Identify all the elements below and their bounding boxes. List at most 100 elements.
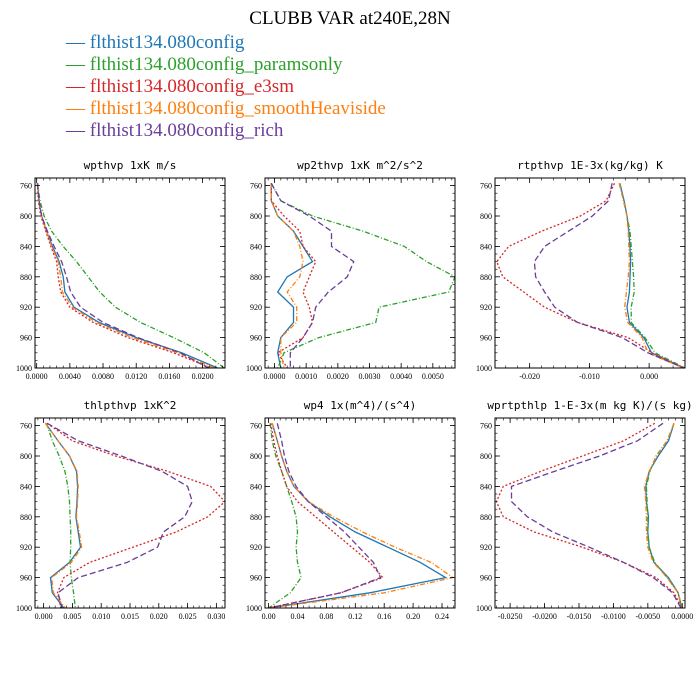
x-tick-label: 0.0040: [59, 372, 81, 381]
x-tick-label: -0.0150: [567, 612, 592, 621]
series-line: [270, 183, 317, 368]
series-line: [46, 422, 225, 608]
x-tick-label: 0.010: [92, 612, 110, 621]
x-tick-label: 0.0050: [422, 372, 444, 381]
y-tick-label: 800: [20, 212, 32, 221]
y-tick-label: 840: [20, 242, 32, 251]
y-tick-label: 1000: [16, 364, 32, 373]
plot-frame: [34, 177, 226, 369]
x-tick-label: 0.000: [640, 372, 658, 381]
y-tick-label: 920: [250, 303, 262, 312]
legend-marker: —: [66, 32, 85, 53]
x-tick-label: -0.0250: [498, 612, 523, 621]
series-line: [270, 182, 355, 368]
panel-title: thlpthvp 1xK^2: [84, 399, 177, 412]
legend-marker: —: [66, 76, 85, 97]
legend-marker: —: [66, 54, 85, 75]
x-tick-label: 0.12: [348, 612, 362, 621]
x-tick-label: 0.0040: [390, 372, 412, 381]
y-tick-label: 760: [250, 422, 262, 431]
series-line: [46, 422, 193, 608]
y-tick-label: 840: [250, 482, 262, 491]
y-tick-label: 760: [20, 182, 32, 191]
x-tick-label: -0.010: [579, 372, 600, 381]
chart-panel: wp4 1x(m^4)/(s^4) 0.00 0.04 0.08 0.12 0.16 0.2…: [246, 399, 456, 621]
legend-marker: —: [66, 120, 85, 141]
series-line: [36, 183, 218, 368]
series-line: [36, 183, 225, 368]
series-line: [268, 423, 448, 608]
x-tick-label: 0.24: [435, 612, 449, 621]
chart-panel: wpthvp 1xK m/s 0.0000 0.0040 0.0080 0.0120 0.…: [16, 159, 226, 381]
x-tick-label: 0.0020: [327, 372, 349, 381]
x-tick-label: 0.00: [262, 612, 276, 621]
panel-title: rtpthvp 1E-3x(kg/kg) K: [517, 159, 663, 172]
y-tick-label: 880: [480, 273, 492, 282]
chart-panel: wp2thvp 1xK m^2/s^2 0.0000 0.0010 0.0020 0.0…: [246, 159, 456, 381]
legend-label: flthist134.080config: [89, 32, 245, 53]
plot-frame: [264, 177, 456, 369]
y-tick-label: 920: [250, 543, 262, 552]
y-tick-label: 960: [480, 334, 492, 343]
chart-panel: rtpthvp 1E-3x(kg/kg) K -0.020 -0.010 0.000 7…: [476, 159, 686, 381]
x-tick-label: 0.0000: [26, 372, 48, 381]
x-tick-label: 0.030: [207, 612, 225, 621]
legend-entry: — flthist134.080config_rich: [66, 120, 386, 142]
series-line: [268, 423, 384, 608]
x-tick-label: 0.0000: [671, 612, 693, 621]
series-line: [510, 422, 682, 608]
y-tick-label: 760: [480, 182, 492, 191]
legend-entry: — flthist134.080config_paramsonly: [66, 54, 386, 76]
x-tick-label: 0.000: [35, 612, 53, 621]
x-tick-label: 0.020: [150, 612, 168, 621]
y-tick-label: 920: [20, 303, 32, 312]
series-line: [270, 182, 455, 368]
chart-panel: wprtpthlp 1-E-3x(m kg K)/(s kg) -0.0250 -0…: [476, 399, 693, 621]
series-line: [645, 423, 683, 608]
legend-entry: — flthist134.080config_smoothHeaviside: [66, 98, 386, 120]
y-tick-label: 760: [250, 182, 262, 191]
y-tick-label: 800: [480, 212, 492, 221]
legend-label: flthist134.080config_smoothHeaviside: [89, 98, 386, 119]
y-tick-label: 880: [20, 513, 32, 522]
y-tick-label: 800: [480, 452, 492, 461]
series-line: [643, 423, 683, 608]
series-line: [645, 423, 683, 608]
y-tick-label: 960: [20, 334, 32, 343]
legend-entry: — flthist134.080config: [66, 32, 386, 54]
series-line: [533, 183, 685, 368]
series-line: [619, 183, 685, 368]
y-tick-label: 1000: [476, 604, 492, 613]
x-tick-label: 0.0080: [92, 372, 114, 381]
y-tick-label: 920: [20, 543, 32, 552]
x-tick-label: -0.0200: [532, 612, 557, 621]
panel-title: wp2thvp 1xK m^2/s^2: [297, 159, 423, 172]
series-line: [270, 183, 314, 368]
y-tick-label: 800: [250, 452, 262, 461]
y-tick-label: 840: [20, 482, 32, 491]
y-tick-label: 840: [480, 482, 492, 491]
y-tick-label: 960: [20, 574, 32, 583]
y-tick-label: 760: [480, 422, 492, 431]
y-tick-label: 880: [480, 513, 492, 522]
y-tick-label: 920: [480, 303, 492, 312]
legend-entry: — flthist134.080config_e3sm: [66, 76, 386, 98]
y-tick-label: 920: [480, 543, 492, 552]
x-tick-label: 0.20: [406, 612, 420, 621]
series-line: [268, 423, 455, 608]
x-tick-label: 0.0030: [359, 372, 381, 381]
series-line: [495, 422, 683, 608]
plot-frame: [34, 417, 226, 609]
x-tick-label: 0.04: [291, 612, 305, 621]
y-tick-label: 960: [250, 574, 262, 583]
panel-title: wpthvp 1xK m/s: [84, 159, 177, 172]
plot-frame: [494, 417, 686, 609]
x-tick-label: -0.0100: [601, 612, 626, 621]
series-line: [36, 183, 212, 368]
x-tick-label: 0.0120: [125, 372, 147, 381]
y-tick-label: 840: [250, 242, 262, 251]
series-line: [268, 423, 382, 608]
y-tick-label: 960: [250, 334, 262, 343]
panel-title: wprtpthlp 1-E-3x(m kg K)/(s kg): [487, 399, 692, 412]
